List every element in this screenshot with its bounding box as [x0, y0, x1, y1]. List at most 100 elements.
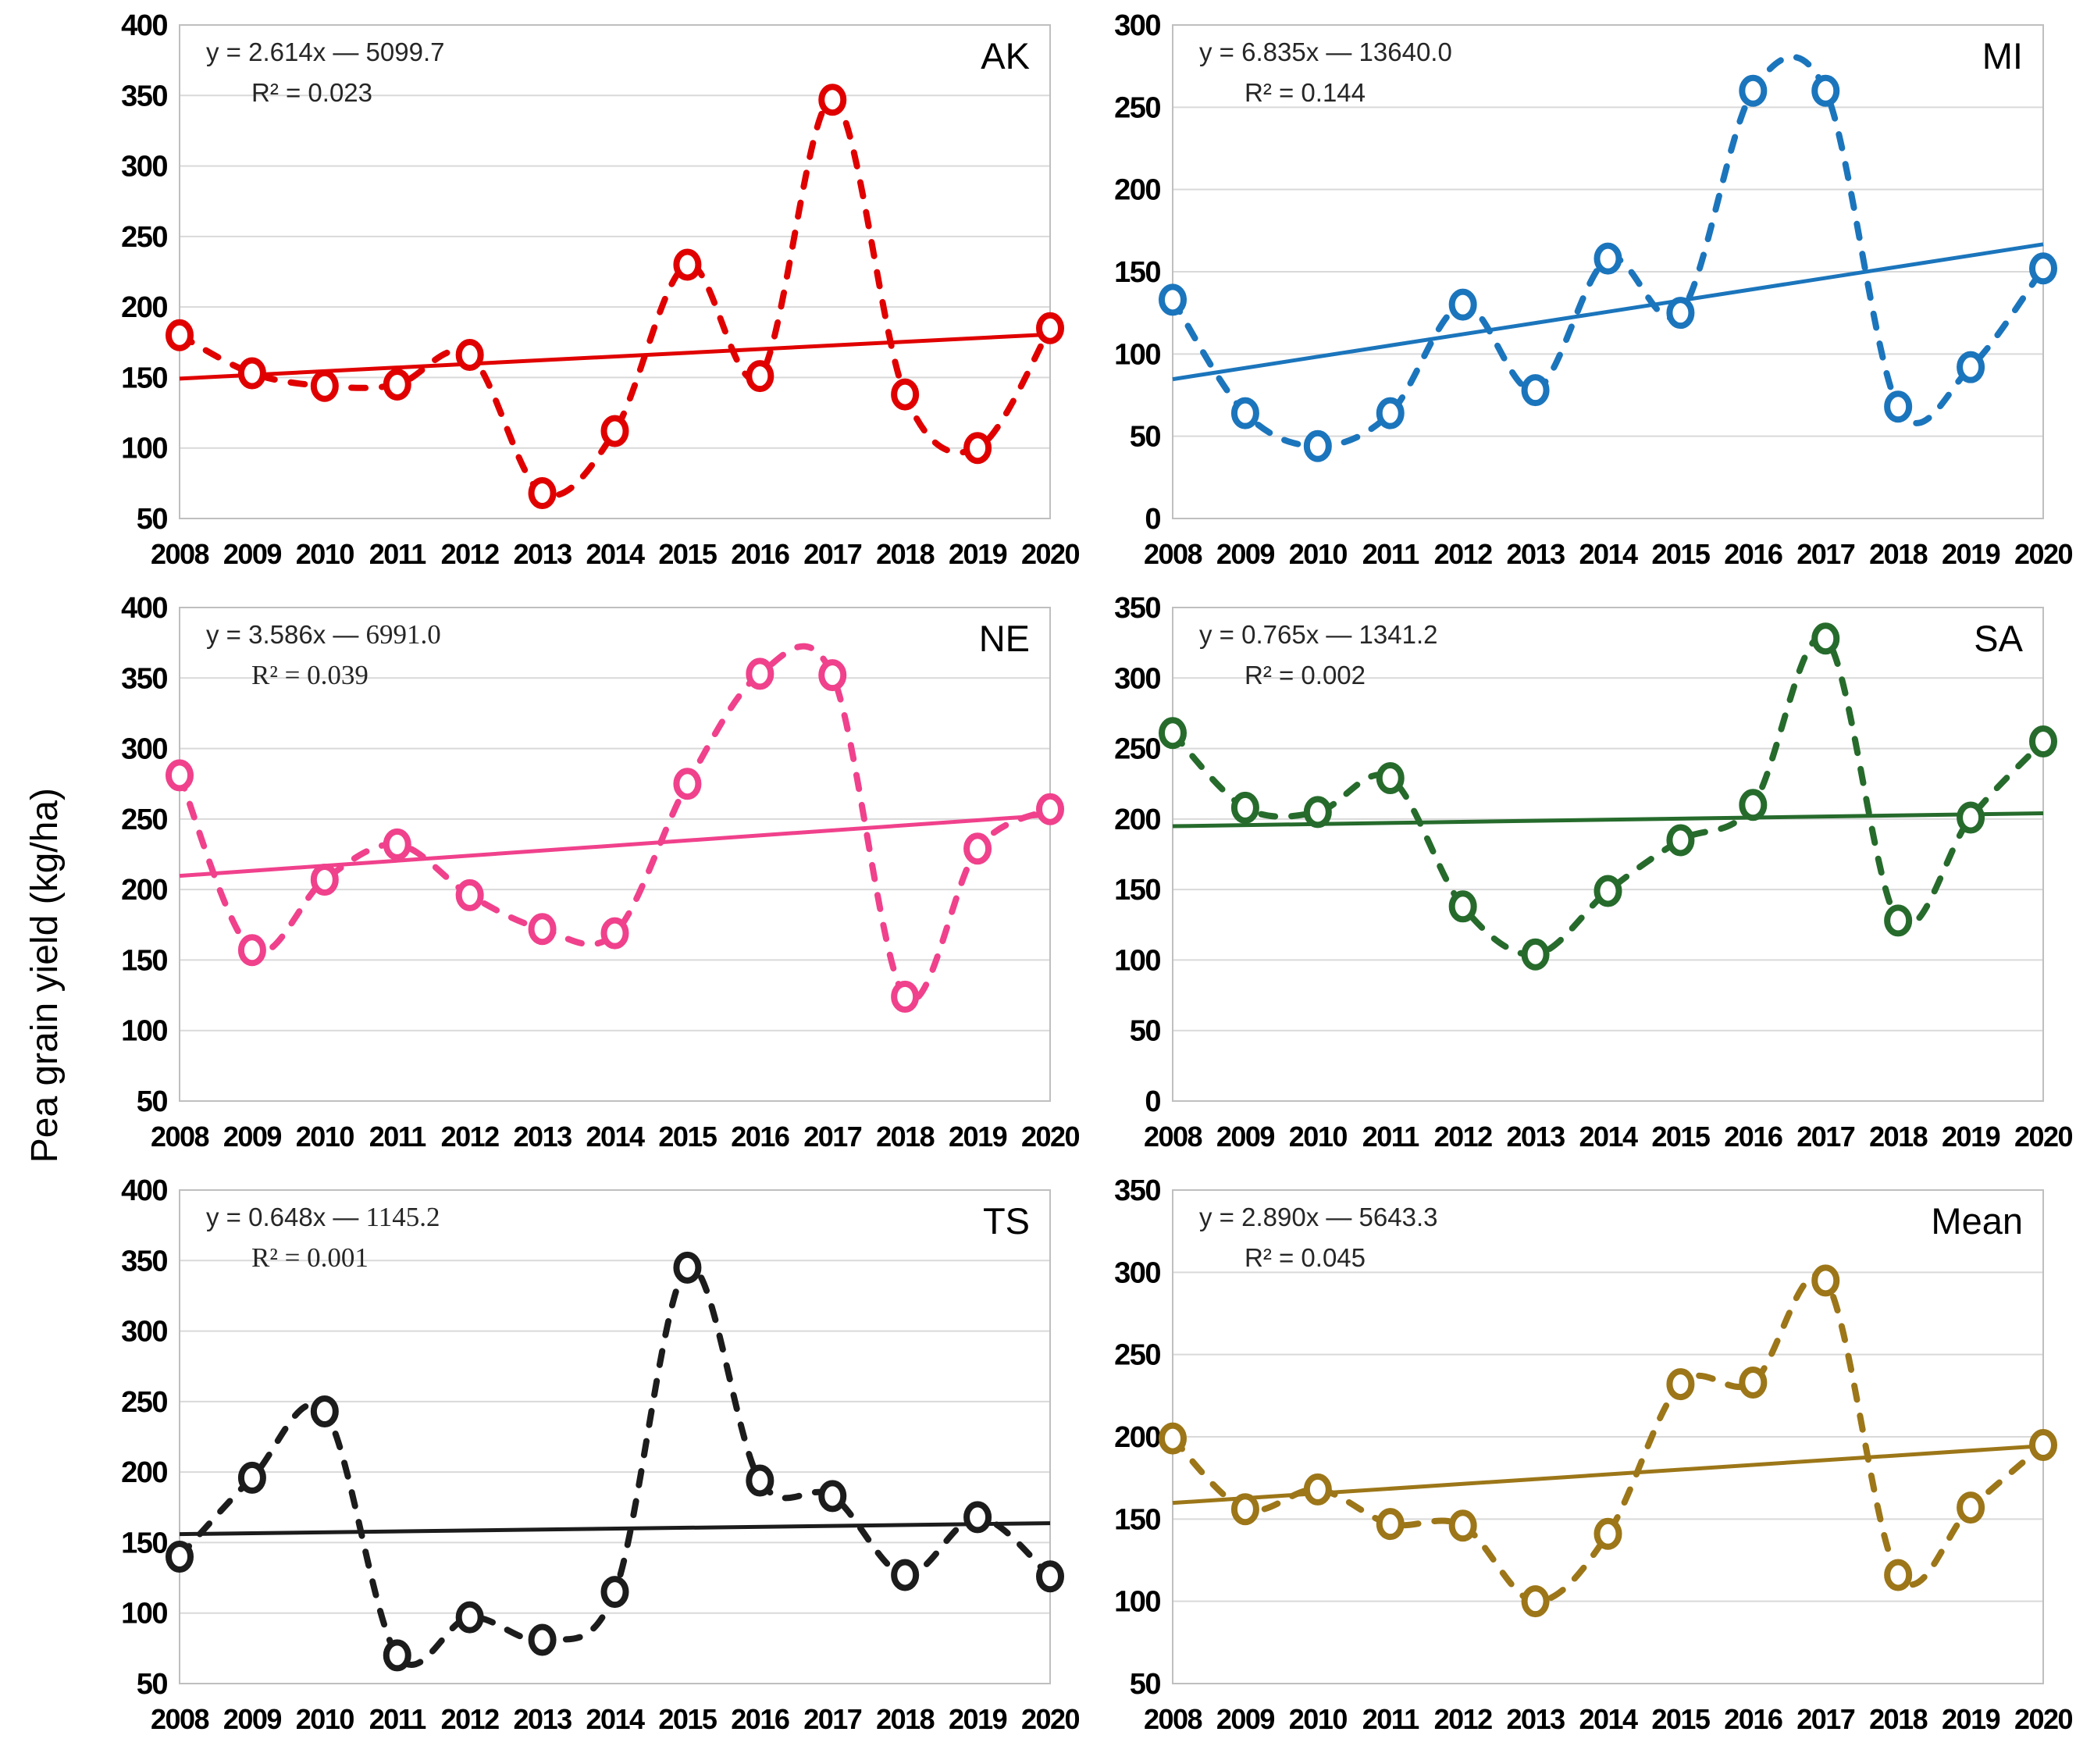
- plot-border: [179, 1189, 1051, 1684]
- x-tick-label: 2011: [1362, 1121, 1420, 1153]
- data-point-marker: [1884, 390, 1913, 423]
- equation-label: y = 0.765x — 1341.2: [1199, 620, 1437, 649]
- x-tick-label: 2010: [296, 538, 354, 570]
- x-tick-label: 2020: [1021, 538, 1080, 570]
- y-axis-title: Pea grain yield (kg/ha): [24, 788, 66, 1164]
- x-tick-label: 2017: [1796, 1703, 1855, 1735]
- y-tick-label: 100: [1114, 1586, 1160, 1619]
- data-point-marker: [1811, 74, 1840, 107]
- data-point-marker: [1230, 397, 1259, 429]
- data-point-marker: [455, 339, 484, 372]
- x-tick-label: 2018: [876, 1703, 935, 1735]
- chart-panel-MI: 0 50 100 150 200 250 300 2008 2009 2010 2011 2012 20…: [1083, 8, 2076, 590]
- x-tick-label: 2015: [1651, 1703, 1711, 1735]
- data-point-marker: [1739, 789, 1768, 821]
- x-tick-label: 2019: [949, 1121, 1007, 1153]
- y-tick-label: 200: [121, 291, 167, 324]
- y-tick-label: 100: [121, 1015, 167, 1048]
- data-point-marker: [1666, 1368, 1695, 1401]
- data-point-marker: [528, 476, 557, 509]
- equation-label: y = 2.890x — 5643.3: [1199, 1203, 1437, 1231]
- x-tick-label: 2016: [731, 1703, 789, 1735]
- x-tick-label: 2016: [1724, 1121, 1782, 1153]
- x-tick-label: 2020: [1021, 1703, 1080, 1735]
- data-point-marker: [746, 360, 774, 393]
- x-tick-label: 2014: [1579, 1121, 1638, 1153]
- data-point-marker: [963, 1501, 992, 1534]
- y-tick-label: 50: [1130, 421, 1161, 454]
- plot-border: [179, 607, 1051, 1102]
- x-tick-label: 2012: [1434, 1121, 1493, 1153]
- x-tick-label: 2013: [514, 538, 572, 570]
- data-point-marker: [1957, 1491, 1985, 1524]
- data-point-marker: [1303, 1473, 1332, 1506]
- data-point-marker: [1159, 717, 1187, 750]
- x-tick-label: 2012: [441, 1703, 500, 1735]
- x-tick-label: 2012: [1434, 538, 1493, 570]
- data-point-marker: [1376, 1508, 1405, 1541]
- x-tick-label: 2013: [1507, 1121, 1565, 1153]
- x-tick-label: 2010: [1289, 1703, 1348, 1735]
- y-tick-label: 250: [121, 221, 167, 254]
- plot-border: [1172, 607, 2044, 1102]
- data-point-marker: [1303, 429, 1332, 462]
- x-tick-label: 2020: [2014, 1703, 2073, 1735]
- chart-svg-SA: 0 50 100 150 200 250 300 350 2008 2009 2010 2011 201…: [1114, 592, 2074, 1153]
- y-tick-label: 150: [121, 1527, 167, 1559]
- trend-line: [179, 813, 1051, 878]
- data-point-marker: [891, 1559, 920, 1591]
- data-point-marker: [1448, 288, 1477, 321]
- data-point-marker: [528, 913, 557, 946]
- data-point-marker: [1666, 824, 1695, 857]
- y-tick-label: 150: [121, 944, 167, 977]
- data-point-marker: [1957, 351, 1985, 383]
- y-tick-label: 50: [137, 503, 168, 536]
- x-tick-label: 2014: [1579, 538, 1638, 570]
- equation-label: y = 6.835x — 13640.0: [1199, 37, 1452, 66]
- y-tick-label: 200: [121, 874, 167, 907]
- equation-label: y = 3.586x — 6991.0: [206, 619, 441, 650]
- x-tick-label: 2012: [441, 1121, 500, 1153]
- chart-panel-TS: 50 100 150 200 250 300 350 400 2008 2009 2010 2011 2…: [90, 1173, 1083, 1755]
- x-tick-label: 2008: [1144, 538, 1202, 570]
- data-point-marker: [1593, 242, 1622, 275]
- x-tick-label: 2014: [586, 538, 645, 570]
- panel-title: Mean: [1931, 1200, 2023, 1242]
- x-tick-label: 2015: [1651, 538, 1711, 570]
- x-tick-label: 2016: [731, 1121, 789, 1153]
- data-point-marker: [383, 368, 411, 401]
- r-squared-label: R² = 0.002: [1245, 661, 1366, 690]
- y-tick-label: 300: [121, 733, 167, 766]
- y-tick-label: 350: [1114, 592, 1160, 625]
- chart-svg-TS: 50 100 150 200 250 300 350 400 2008 2009 2010 2011 2…: [121, 1174, 1081, 1735]
- y-tick-label: 400: [121, 9, 167, 42]
- y-tick-label: 50: [137, 1668, 168, 1701]
- y-tick-label: 350: [1114, 1174, 1160, 1207]
- x-tick-label: 2011: [1362, 1703, 1420, 1735]
- y-tick-label: 250: [1114, 1339, 1160, 1372]
- data-point-marker: [1521, 374, 1550, 407]
- data-point-marker: [166, 1540, 194, 1573]
- y-tick-label: 0: [1145, 503, 1160, 536]
- chart-svg-Mean: 50 100 150 200 250 300 350 2008 2009 2010 2011 2012…: [1114, 1174, 2074, 1735]
- x-tick-label: 2016: [731, 538, 789, 570]
- data-point-marker: [673, 768, 702, 800]
- x-tick-label: 2015: [658, 1703, 718, 1735]
- chart-panel-NE: 50 100 150 200 250 300 350 400 2008 2009 2010 2011 2…: [90, 590, 1083, 1173]
- data-point-marker: [310, 864, 339, 896]
- y-tick-label: 100: [1114, 944, 1160, 977]
- y-axis-title-strip: Pea grain yield (kg/ha): [0, 8, 90, 1764]
- data-point-marker: [1884, 904, 1913, 937]
- r-squared-label: R² = 0.144: [1245, 78, 1366, 107]
- x-tick-label: 2018: [1869, 1703, 1928, 1735]
- data-point-marker: [166, 319, 194, 351]
- data-point-marker: [963, 832, 992, 865]
- x-tick-label: 2018: [1869, 538, 1928, 570]
- data-point-marker: [1739, 1366, 1768, 1399]
- data-point-marker: [600, 1576, 629, 1609]
- data-point-marker: [1811, 1264, 1840, 1297]
- data-point-marker: [1036, 1560, 1064, 1593]
- x-tick-label: 2019: [949, 538, 1007, 570]
- x-tick-label: 2016: [1724, 538, 1782, 570]
- r-squared-label: R² = 0.045: [1245, 1243, 1366, 1272]
